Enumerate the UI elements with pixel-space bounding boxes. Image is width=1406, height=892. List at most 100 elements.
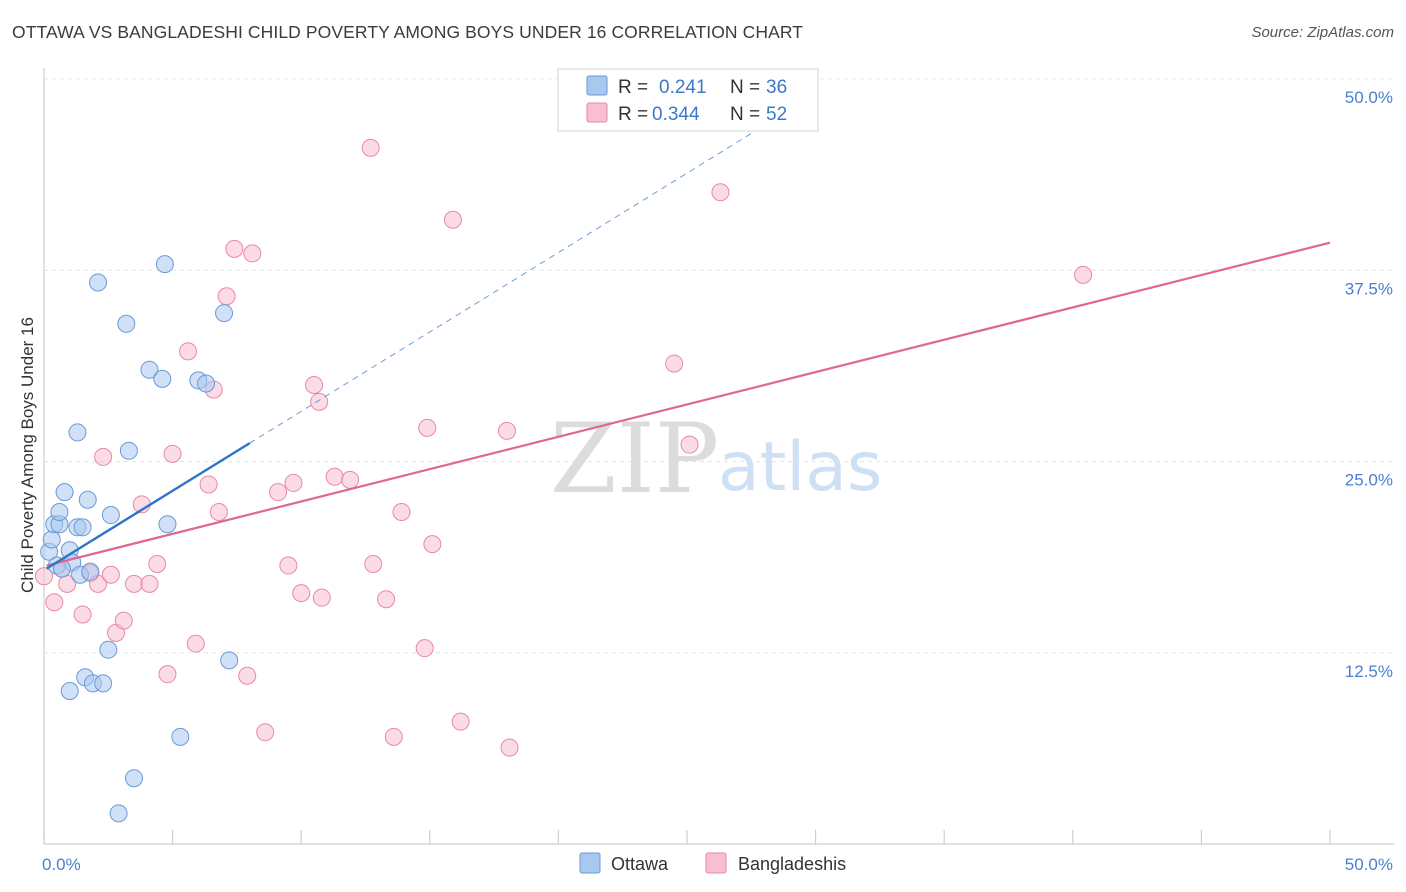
- bangladeshis-point: [423, 535, 442, 554]
- bangladeshis-point: [451, 712, 470, 731]
- ottawa-point: [68, 423, 87, 442]
- bangladeshis-point: [158, 665, 177, 684]
- bangladeshis-point: [1074, 265, 1093, 284]
- bangladeshis-point: [256, 723, 275, 742]
- y-tick-label: 12.5%: [1345, 662, 1393, 681]
- bangladeshis-point: [186, 634, 205, 653]
- ottawa-trend-extension: [249, 93, 816, 444]
- ottawa-point: [117, 314, 136, 333]
- bangladeshis-point: [279, 556, 298, 575]
- bangladeshis-point: [310, 392, 329, 411]
- watermark-atlas: atlas: [718, 428, 882, 507]
- axes: [43, 68, 1394, 845]
- ottawa-point: [220, 651, 239, 670]
- ottawa-point: [55, 483, 74, 502]
- bottom-legend-bangladeshis: Bangladeshis: [738, 854, 846, 874]
- bangladeshis-point: [377, 590, 396, 609]
- ottawa-point: [99, 640, 118, 659]
- bangladeshis-point: [45, 593, 64, 612]
- ottawa-point: [197, 374, 216, 393]
- ottawa-point: [171, 727, 190, 746]
- bangladeshis-point: [312, 588, 331, 607]
- bangladeshis-point: [94, 447, 113, 466]
- legend-r-value-bangladeshis: 0.344: [652, 104, 700, 125]
- bangladeshis-point: [364, 555, 383, 574]
- ottawa-point: [101, 506, 120, 525]
- ottawa-point: [78, 490, 97, 509]
- y-tick-label: 37.5%: [1345, 279, 1393, 298]
- bangladeshis-point: [305, 376, 324, 394]
- ottawa-point: [73, 518, 92, 537]
- bangladeshis-point: [209, 502, 228, 521]
- x-tick-labels: 0.0% 50.0%: [42, 855, 1393, 874]
- bangladeshis-point: [140, 574, 159, 593]
- gridlines: [44, 78, 1394, 654]
- ottawa-point: [215, 304, 234, 323]
- legend-swatch-bangladeshis: [586, 102, 608, 123]
- legend-n-label-bangladeshis: N =: [730, 104, 760, 125]
- ottawa-points: [40, 255, 239, 823]
- ottawa-point: [60, 682, 79, 700]
- bangladeshis-point: [384, 727, 403, 746]
- bangladeshis-point: [101, 565, 120, 584]
- legend-swatch-ottawa: [586, 75, 608, 96]
- bangladeshis-point: [163, 444, 182, 463]
- ottawa-point: [153, 369, 172, 388]
- bangladeshis-point: [443, 210, 462, 229]
- bangladeshis-point: [125, 574, 144, 593]
- bangladeshis-point: [325, 467, 344, 486]
- bangladeshis-point: [225, 239, 244, 258]
- ottawa-point: [81, 562, 100, 581]
- bangladeshis-point: [292, 584, 311, 603]
- bangladeshis-point: [35, 567, 53, 586]
- bangladeshis-point: [418, 418, 437, 437]
- bangladeshis-point: [680, 435, 699, 454]
- bangladeshis-point: [361, 138, 380, 157]
- legend-r-label-ottawa: R =: [618, 77, 648, 98]
- x-tick-label: 50.0%: [1345, 855, 1393, 874]
- trend-lines: [45, 93, 1331, 570]
- bangladeshis-point: [500, 738, 519, 757]
- legend-n-value-ottawa: 36: [766, 77, 787, 98]
- y-tick-labels: 12.5% 25.0% 37.5% 50.0%: [1345, 88, 1393, 681]
- chart-title: OTTAWA VS BANGLADESHI CHILD POVERTY AMON…: [12, 22, 804, 42]
- bangladeshis-point: [665, 354, 684, 373]
- bottom-legend-swatch-bangladeshis: [705, 852, 727, 874]
- bangladeshis-point: [341, 470, 360, 489]
- bangladeshis-point: [179, 342, 198, 361]
- ottawa-point: [94, 674, 113, 693]
- bottom-legend-ottawa: Ottawa: [611, 854, 669, 874]
- y-axis-label: Child Poverty Among Boys Under 16: [18, 317, 37, 593]
- bangladeshis-point: [392, 502, 411, 521]
- ottawa-trend-line: [45, 442, 251, 570]
- watermark-zip: ZIP: [550, 403, 719, 515]
- bangladeshis-point: [199, 475, 218, 494]
- bangladeshis-point: [217, 287, 236, 306]
- bangladeshis-point: [243, 244, 262, 263]
- ottawa-point: [125, 769, 144, 788]
- bangladeshis-point: [497, 421, 516, 440]
- ottawa-point: [140, 360, 159, 379]
- ottawa-point: [155, 255, 174, 274]
- ottawa-point: [89, 273, 108, 292]
- legend-r-label-bangladeshis: R =: [618, 104, 648, 125]
- bangladeshis-point: [415, 639, 434, 658]
- bangladeshis-point: [269, 483, 288, 502]
- y-tick-label: 25.0%: [1345, 471, 1393, 490]
- bottom-legend: Ottawa Bangladeshis: [579, 852, 846, 874]
- source-label: Source: ZipAtlas.com: [1251, 24, 1394, 41]
- legend-n-value-bangladeshis: 52: [766, 104, 787, 125]
- legend: R = 0.241 N = 36 R = 0.344 N = 52: [557, 68, 819, 132]
- bangladeshis-trend-line: [46, 241, 1331, 567]
- bangladeshis-point: [148, 555, 167, 574]
- legend-n-label-ottawa: N =: [730, 77, 760, 98]
- bangladeshis-point: [711, 183, 730, 202]
- bangladeshis-point: [114, 611, 133, 630]
- ottawa-point: [50, 502, 69, 521]
- ottawa-point: [42, 530, 61, 549]
- ottawa-point: [109, 804, 128, 823]
- bangladeshis-point: [238, 666, 257, 685]
- ottawa-point: [119, 441, 138, 460]
- bangladeshis-point: [284, 473, 303, 492]
